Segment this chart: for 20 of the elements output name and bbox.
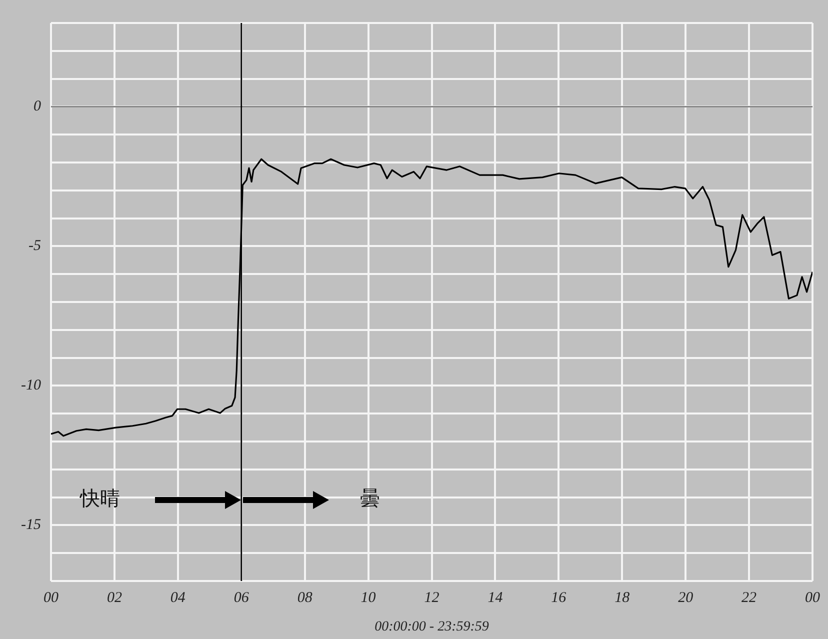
y-tick-label: -10 (21, 378, 42, 394)
x-tick-label: 04 (170, 590, 186, 606)
x-tick-label: 20 (678, 590, 694, 606)
x-tick-label: 00 (805, 590, 820, 606)
y-tick-label: 0 (34, 98, 42, 115)
x-tick-label: 12 (424, 590, 440, 606)
x-tick-label: 22 (742, 590, 758, 606)
annotation: 曇 (360, 486, 380, 510)
x-tick-label: 16 (551, 590, 567, 606)
annotation: 快晴 (79, 486, 120, 510)
x-tick-label: 10 (360, 590, 376, 606)
x-tick-label: 08 (297, 590, 313, 606)
x-tick-label: 00 (44, 590, 59, 606)
x-axis-title: 00:00:00 - 23:59:59 (374, 619, 489, 634)
x-tick-label: 18 (614, 590, 630, 606)
x-tick-label: 14 (488, 590, 504, 606)
x-tick-label: 02 (106, 590, 122, 606)
y-tick-label: -15 (21, 517, 42, 534)
y-tick-label: -5 (28, 238, 42, 254)
x-tick-label: 06 (234, 590, 250, 606)
